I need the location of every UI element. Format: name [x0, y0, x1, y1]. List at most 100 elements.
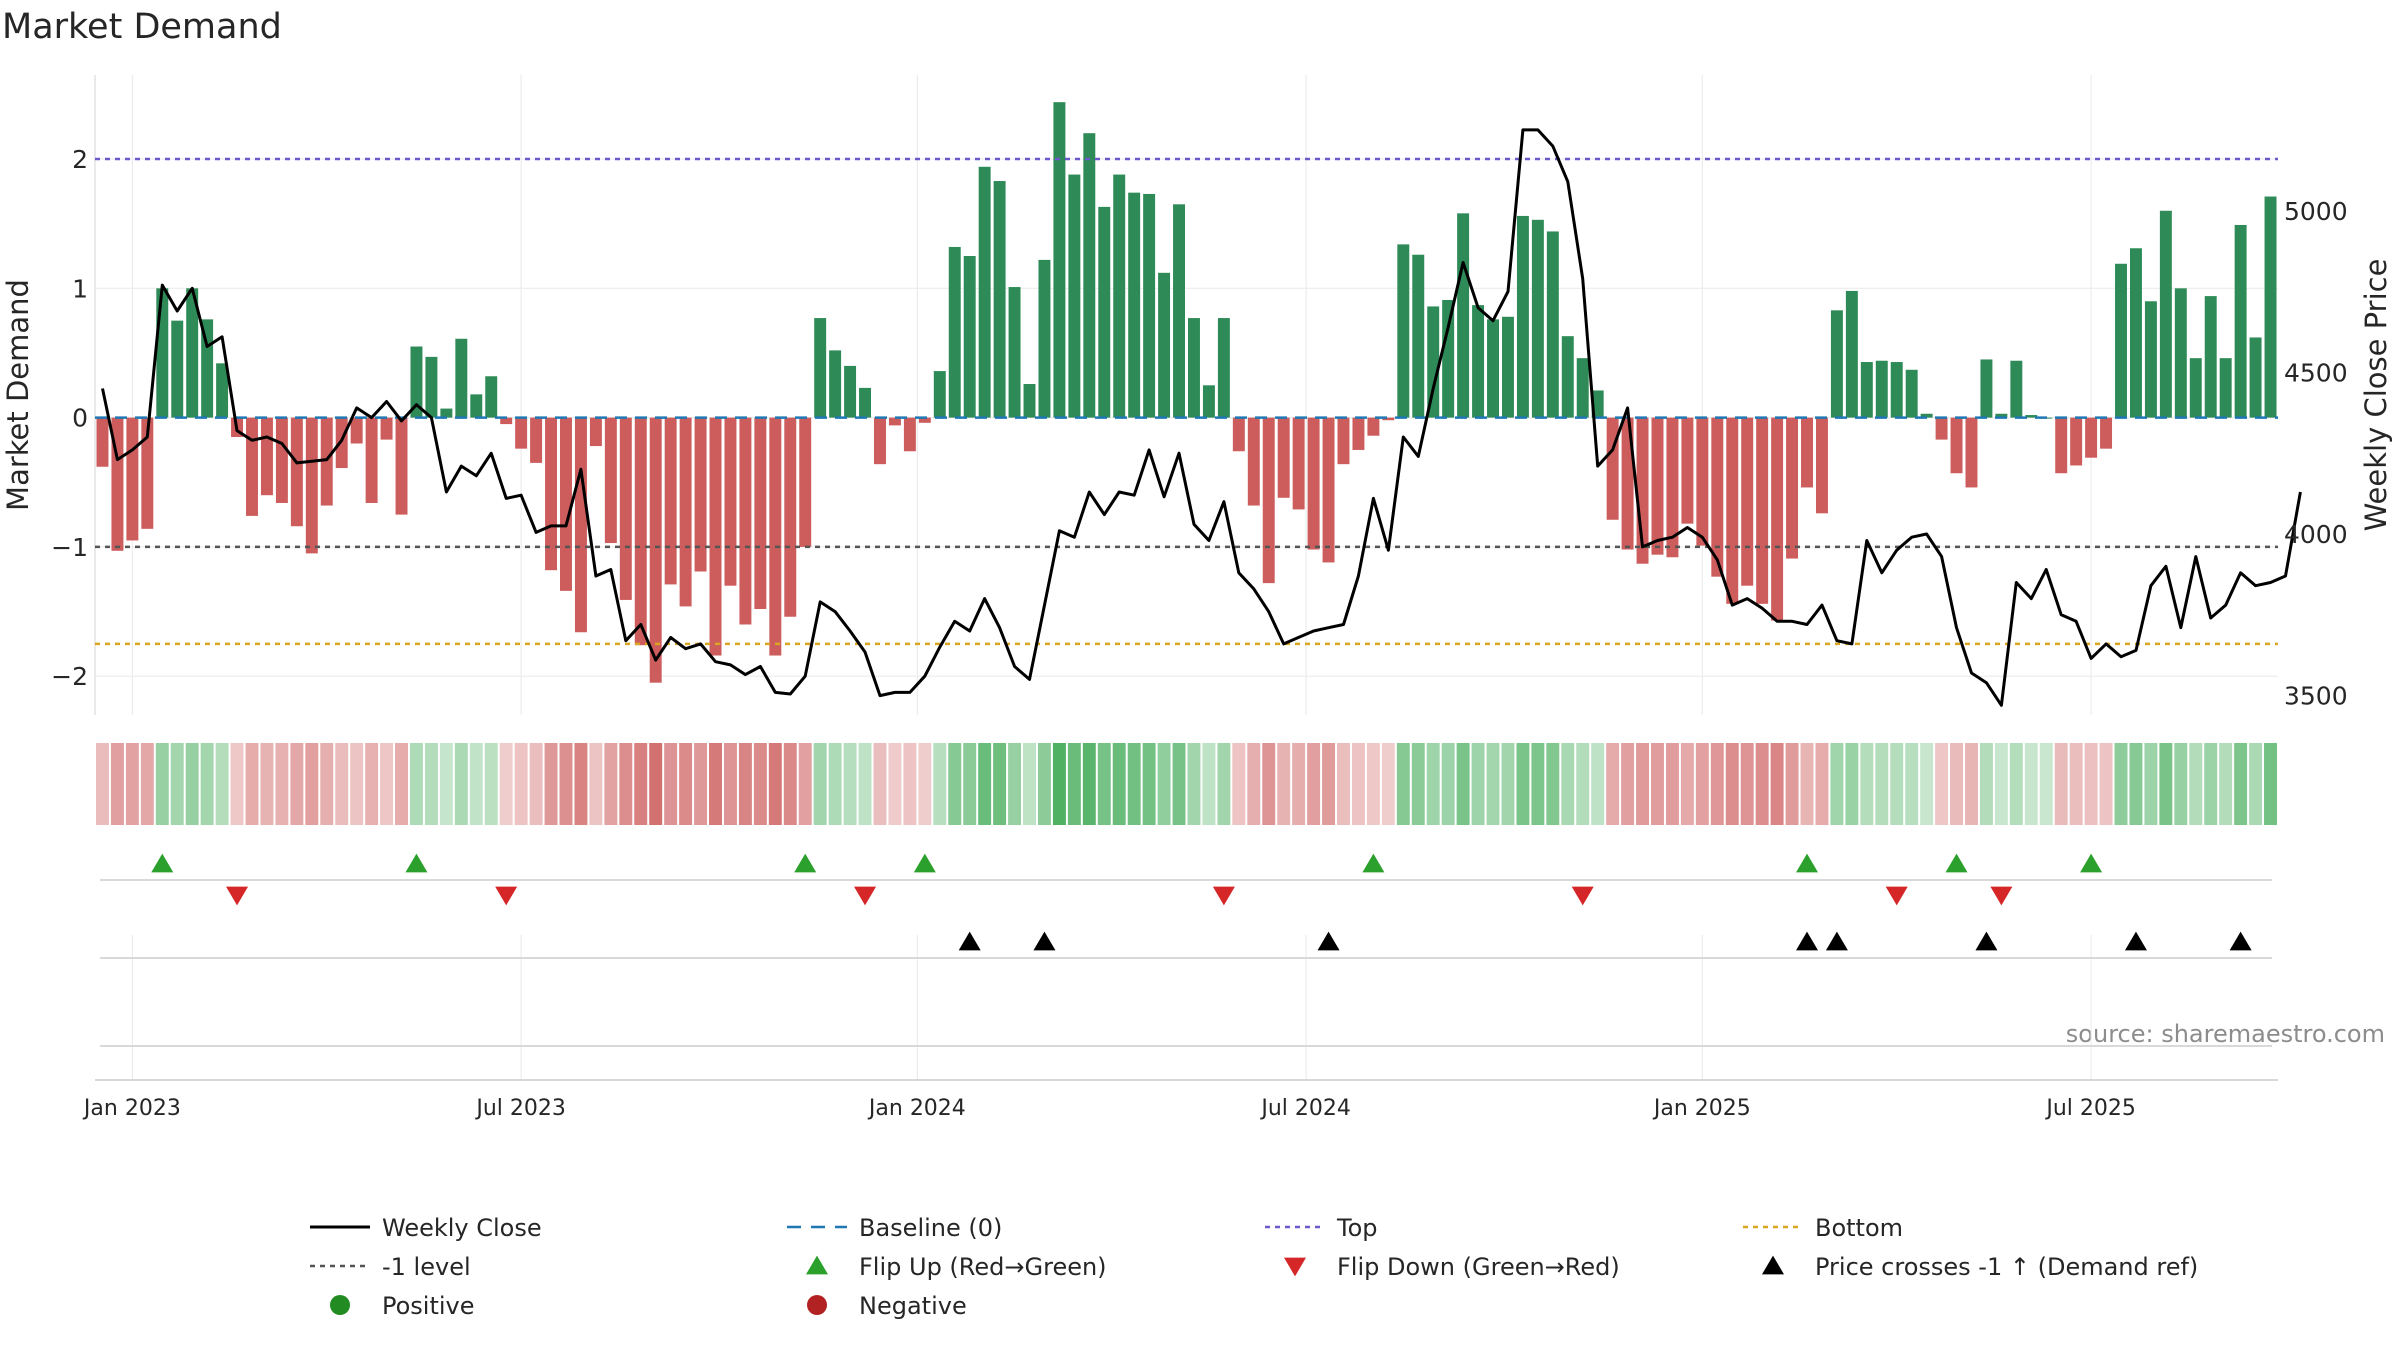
demand-bar	[545, 417, 558, 571]
demand-bar	[1591, 390, 1604, 418]
heat-cell	[1157, 743, 1171, 825]
demand-bar	[365, 417, 378, 503]
heat-cell	[2249, 743, 2263, 825]
y2-axis-label: Weekly Close Price	[2359, 259, 2393, 532]
demand-bar	[335, 417, 348, 469]
heat-cell	[1217, 743, 1231, 825]
demand-bar	[1995, 413, 2008, 418]
demand-bar	[1457, 213, 1470, 418]
heat-cell	[1785, 743, 1799, 825]
heat-cell	[1651, 743, 1664, 825]
flip-down-marker	[1885, 886, 1908, 906]
heat-cell	[1187, 743, 1201, 825]
heat-cell	[664, 743, 678, 825]
demand-bar	[1262, 417, 1275, 584]
demand-bar	[1113, 174, 1126, 418]
heat-cell	[1965, 743, 1978, 825]
heat-cell	[424, 743, 438, 825]
demand-bar	[1920, 413, 1933, 418]
demand-bar	[395, 417, 408, 515]
x-tick-label: Jan 2024	[867, 1096, 966, 1121]
y-tick-label: −2	[51, 662, 88, 691]
heat-cell	[1636, 743, 1650, 825]
heat-cell	[1456, 743, 1470, 825]
legend-swatch-positive	[330, 1295, 350, 1315]
demand-bar	[1053, 102, 1066, 418]
heat-cell	[933, 743, 947, 825]
demand-bar	[754, 417, 767, 609]
demand-bar	[903, 417, 916, 452]
legend-swatch-negative	[807, 1295, 827, 1315]
heat-cell	[1082, 743, 1096, 825]
demand-bar	[260, 417, 273, 496]
demand-bar	[2070, 417, 2083, 466]
demand-bar	[2100, 417, 2113, 449]
demand-bar	[96, 417, 109, 467]
heat-cell	[1860, 743, 1874, 825]
heat-cell	[290, 743, 304, 825]
demand-bar	[1561, 336, 1574, 418]
heat-cell	[574, 743, 588, 825]
heat-cell	[544, 743, 558, 825]
heat-cell	[2084, 743, 2098, 825]
heat-cell	[1755, 743, 1769, 825]
heat-cell	[1023, 743, 1036, 825]
heat-cell	[1471, 743, 1485, 825]
demand-bar	[1501, 316, 1514, 418]
heat-cell	[2129, 743, 2143, 825]
flip-up-marker	[913, 853, 936, 873]
legend-label-baseline: Baseline (0)	[859, 1214, 1002, 1242]
y-tick-label: 1	[72, 274, 88, 303]
heat-cell	[1905, 743, 1919, 825]
heat-cell	[1351, 743, 1365, 825]
heat-cell	[709, 743, 722, 825]
y-axis-label: Market Demand	[1, 279, 35, 511]
demand-bar	[1756, 417, 1769, 604]
grid-layer	[94, 75, 2278, 1081]
price-cross-marker	[958, 931, 981, 951]
heat-cell	[1067, 743, 1081, 825]
demand-bar	[410, 346, 423, 418]
reference-lines	[95, 157, 2278, 646]
y2-tick-label: 4000	[2284, 520, 2348, 549]
heat-cell	[1531, 743, 1545, 825]
flip-up-marker	[405, 853, 428, 873]
heat-cell	[1037, 743, 1051, 825]
demand-bar	[918, 417, 931, 423]
heat-cell	[1396, 743, 1410, 825]
heat-cell	[245, 743, 259, 825]
demand-bar	[948, 246, 961, 418]
heat-cell	[1232, 743, 1246, 825]
heat-cell	[2054, 743, 2068, 825]
heat-cell	[2069, 743, 2083, 825]
heat-cell	[170, 743, 184, 825]
demand-bar	[1516, 215, 1529, 418]
heat-cell	[140, 743, 154, 825]
demand-bar	[1397, 244, 1410, 418]
demand-bar	[2055, 417, 2068, 474]
demand-bar	[201, 319, 214, 418]
demand-bar	[874, 417, 886, 465]
flip-down-marker	[1990, 886, 2013, 906]
legend-label-minus-one: -1 level	[382, 1253, 471, 1281]
demand-bar	[1905, 369, 1918, 418]
demand-bar	[993, 181, 1006, 418]
demand-bar	[1202, 385, 1215, 418]
heat-cell	[1097, 743, 1111, 825]
price-cross-marker	[1796, 931, 1819, 951]
demand-bar	[111, 417, 124, 551]
heat-cell	[484, 743, 498, 825]
y-tick-label: 0	[72, 404, 88, 433]
demand-bar	[739, 417, 752, 625]
heat-cell	[649, 743, 663, 825]
demand-bar	[275, 417, 288, 503]
heat-cell	[1830, 743, 1844, 825]
demand-bar	[1726, 417, 1739, 604]
heat-cell	[125, 743, 139, 825]
demand-bar	[679, 417, 692, 607]
demand-bar	[933, 371, 946, 418]
demand-bar	[829, 350, 842, 418]
flip-down-marker	[495, 886, 518, 906]
demand-bar	[1860, 362, 1873, 418]
demand-bar	[2144, 301, 2157, 418]
